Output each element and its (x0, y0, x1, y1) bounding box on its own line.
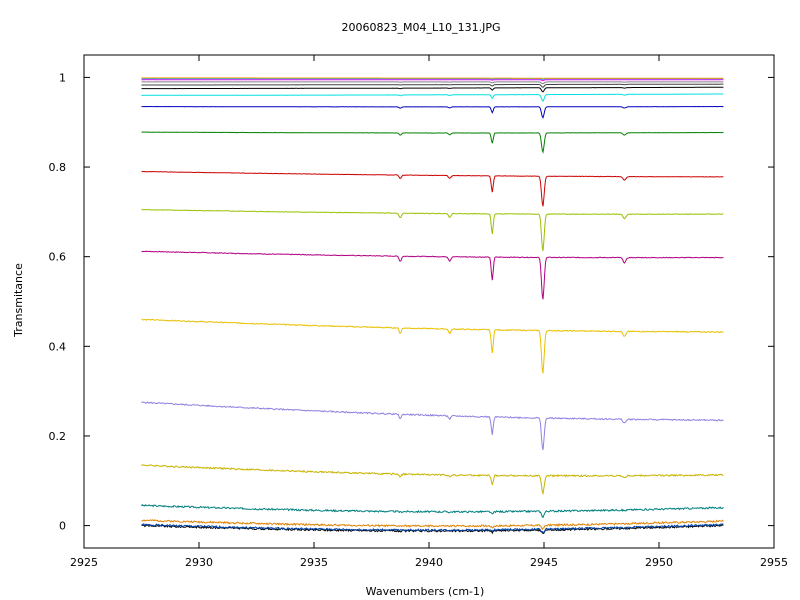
x-axis-title: Wavenumbers (cm-1) (366, 585, 485, 598)
series-group (141, 77, 724, 535)
y-tick-label: 0 (59, 520, 66, 533)
plot-frame (83, 54, 775, 549)
series-line (141, 79, 724, 82)
series-line (141, 503, 724, 519)
series-line (141, 464, 724, 496)
series-line (141, 77, 724, 79)
x-tick-label: 2940 (415, 556, 443, 569)
y-tick-label: 0.4 (49, 340, 67, 353)
y-tick-label: 0.2 (49, 430, 67, 443)
series-line (141, 83, 724, 88)
series-line (141, 131, 724, 155)
x-tick-label: 2935 (300, 556, 328, 569)
series-line (141, 250, 724, 300)
series-line (141, 208, 724, 252)
series-line (141, 523, 724, 533)
x-axis-ticks: 2925 2930 2935 2940 2945 2950 2955 (70, 55, 788, 569)
series-line (141, 86, 724, 93)
y-tick-label: 0.8 (49, 161, 67, 174)
y-tick-label: 1 (59, 71, 66, 84)
series-line (141, 524, 724, 535)
series-line (141, 519, 724, 531)
series-line (141, 318, 724, 374)
series-line (141, 93, 724, 103)
plot-area: 2925 2930 2935 2940 2945 2950 2955 00.20.40.60… (49, 54, 788, 569)
series-line (141, 81, 724, 85)
y-tick-label: 0.6 (49, 251, 67, 264)
y-axis-ticks: 0 0.2 0.4 0.6 0.8 1 (49, 71, 774, 533)
x-tick-label: 2950 (645, 556, 673, 569)
x-tick-label: 2945 (530, 556, 558, 569)
y-axis-title: Transmitance (12, 263, 25, 338)
chart-title: 20060823_M04_L10_131.JPG (342, 21, 501, 34)
series-line (141, 78, 724, 80)
x-tick-label: 2955 (760, 556, 788, 569)
series-line (141, 170, 724, 207)
series-line (141, 105, 724, 119)
x-tick-label: 2925 (70, 556, 98, 569)
x-tick-label: 2930 (185, 556, 213, 569)
series-line (141, 401, 724, 451)
